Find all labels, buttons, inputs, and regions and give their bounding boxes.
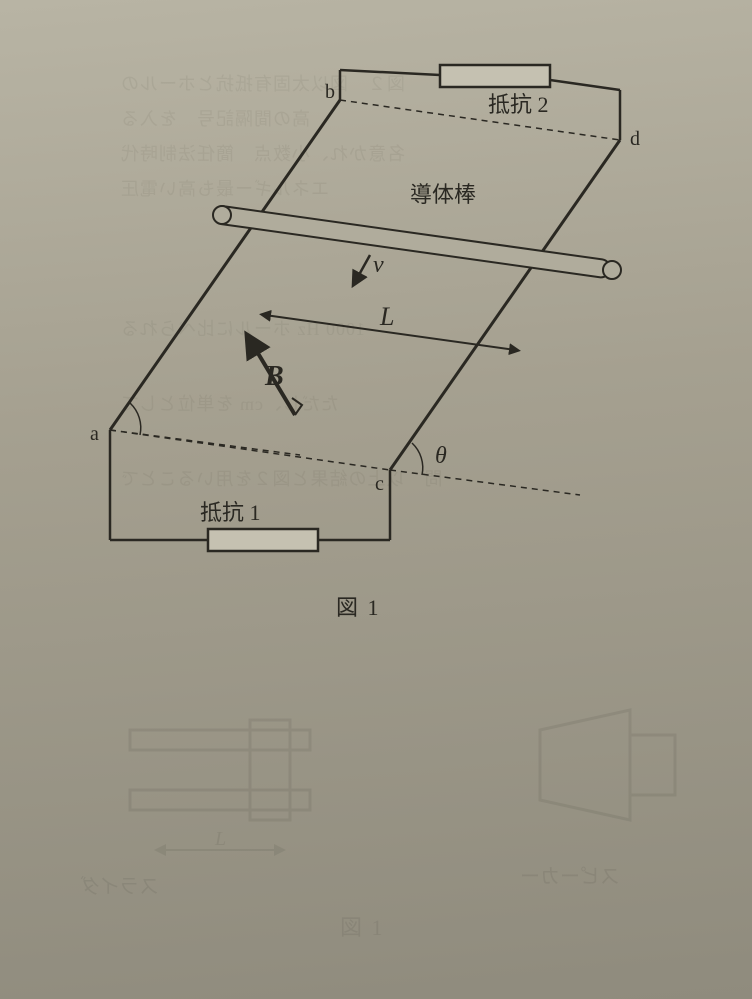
conducting-rod (212, 205, 621, 279)
velocity-arrow (355, 255, 370, 282)
resistor-2-box (440, 65, 550, 87)
ghost-caption: 図 1 (340, 910, 385, 942)
ghost-left-label: スライダ (80, 870, 159, 899)
node-a: a (90, 423, 99, 445)
node-c: c (375, 473, 384, 495)
rail-left-ab (110, 100, 340, 430)
figure-1-diagram: 抵抗 2 抵抗 1 導体棒 v L B θ a b c d (40, 40, 700, 600)
Bfield-label: B (264, 361, 284, 392)
resistor-1-box (208, 529, 318, 551)
wire-top-right (550, 80, 620, 90)
rod-label: 導体棒 (410, 182, 476, 207)
dashed-bottom-ac (110, 430, 390, 470)
angle-arc-c (412, 443, 423, 475)
dashed-base-c (390, 470, 580, 495)
ghost-left-figure: L (100, 700, 360, 880)
paper-background: 図２ 図以太固有抵抗とホールの 高の間隔記号 を入る 名意かれ、小数点 簡任法制… (0, 0, 752, 999)
ghost-right-label: スピーカー (520, 860, 620, 889)
ghost-right-figure (520, 700, 690, 860)
ghost-L-label: L (214, 828, 226, 850)
dashed-top-bd (340, 100, 620, 140)
node-d: d (630, 128, 640, 150)
resistor-2-label: 抵抗 2 (488, 92, 549, 117)
angle-label: θ (435, 443, 447, 469)
resistor-1-label: 抵抗 1 (200, 500, 261, 525)
wire-top-left (340, 70, 440, 75)
velocity-label: v (373, 252, 384, 278)
node-b: b (325, 81, 335, 103)
dashed-base-a (110, 430, 300, 455)
length-label: L (379, 302, 394, 331)
angle-arc-a (130, 403, 141, 435)
figure-1-caption: 図 1 (336, 590, 381, 622)
